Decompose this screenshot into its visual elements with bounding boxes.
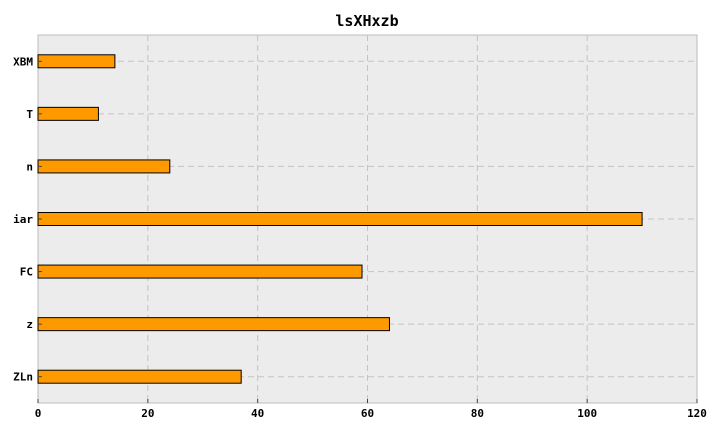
y-tick-label: FC: [20, 266, 33, 279]
x-tick-label: 100: [577, 407, 597, 420]
chart-title: lsXHxzb: [335, 12, 398, 30]
bar-T: [38, 107, 98, 120]
x-tick-label: 40: [251, 407, 264, 420]
bar-iar: [38, 213, 642, 226]
x-tick-label: 80: [471, 407, 484, 420]
bar-XBM: [38, 55, 115, 68]
x-tick-label: 20: [141, 407, 154, 420]
x-tick-label: 60: [361, 407, 374, 420]
bar-ZLn: [38, 370, 241, 383]
y-tick-label: z: [26, 318, 33, 331]
bar-FC: [38, 265, 362, 278]
x-tick-label: 0: [35, 407, 42, 420]
y-tick-label: XBM: [13, 55, 33, 68]
bar-n: [38, 160, 170, 173]
y-tick-label: n: [26, 160, 33, 173]
x-tick-label: 120: [687, 407, 707, 420]
y-tick-label: ZLn: [13, 371, 33, 384]
bar-z: [38, 318, 389, 331]
y-tick-label: iar: [13, 213, 33, 226]
y-tick-label: T: [26, 108, 33, 121]
